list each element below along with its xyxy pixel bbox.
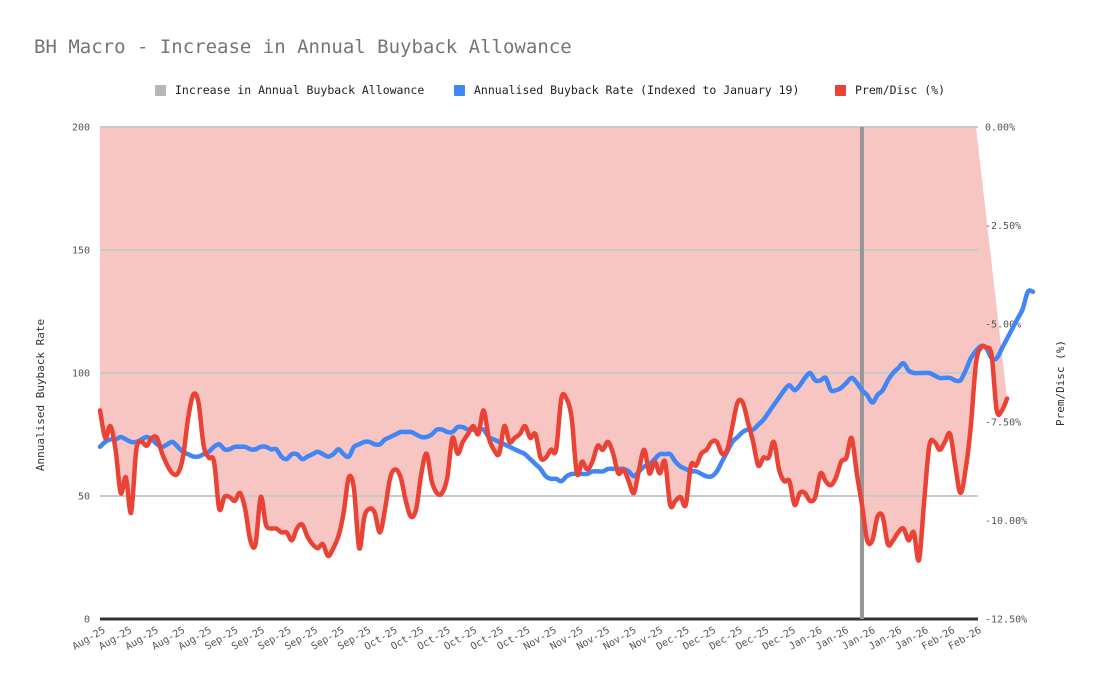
y-tick-right: -7.50% <box>985 418 1021 429</box>
legend-label-prem-disc: Prem/Disc (%) <box>855 83 945 97</box>
prem-disc-line[interactable] <box>97 343 1010 563</box>
y-tick-left: 0 <box>84 615 90 626</box>
prem-disc-area <box>100 127 1008 561</box>
legend-label-buyback-allowance: Increase in Annual Buyback Allowance <box>175 83 424 97</box>
y-tick-right: -2.50% <box>985 221 1021 232</box>
y-tick-left: 200 <box>72 123 90 134</box>
legend-item-buyback-rate[interactable]: Annualised Buyback Rate (Indexed to Janu… <box>454 83 799 97</box>
plot-area: 200 150 100 50 0 0.00% -2.50% -5.00% -7.50% -10.0… <box>71 123 1036 653</box>
legend-swatch-prem-disc <box>835 85 846 96</box>
chart-title: BH Macro - Increase in Annual Buyback Al… <box>34 36 572 58</box>
legend-item-prem-disc[interactable]: Prem/Disc (%) <box>835 83 945 97</box>
legend-item-buyback-allowance[interactable]: Increase in Annual Buyback Allowance <box>155 83 424 97</box>
y-axis-title-right: Prem/Disc (%) <box>1054 340 1067 426</box>
buyback-rate-line[interactable] <box>97 288 1036 484</box>
y-tick-left: 50 <box>78 492 90 503</box>
y-axis-title-left: Annualised Buyback Rate <box>34 319 47 471</box>
legend: Increase in Annual Buyback Allowance Ann… <box>155 83 945 97</box>
y-tick-right: 0.00% <box>985 123 1015 134</box>
y-tick-right: -12.50% <box>985 615 1027 626</box>
y-tick-left: 100 <box>72 369 90 380</box>
y-tick-left: 150 <box>72 246 90 257</box>
y-tick-right: -10.00% <box>985 516 1027 527</box>
legend-swatch-buyback-allowance <box>155 85 166 96</box>
legend-swatch-buyback-rate <box>454 85 465 96</box>
y-tick-right: -5.00% <box>985 319 1021 330</box>
legend-label-buyback-rate: Annualised Buyback Rate (Indexed to Janu… <box>474 83 799 97</box>
